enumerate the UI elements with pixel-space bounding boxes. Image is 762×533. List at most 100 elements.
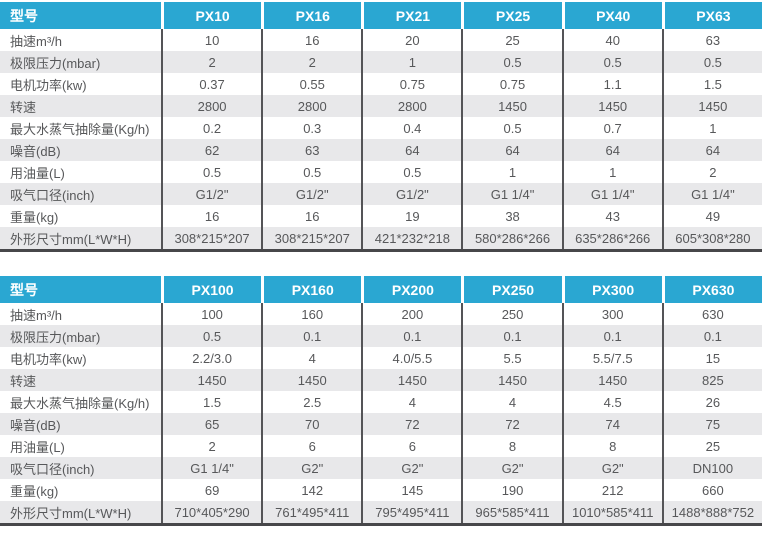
spec-table-large-models: 型号 PX100 PX160 PX200 PX250 PX300 PX630 抽速m³/h 1… — [0, 276, 762, 526]
spec-value-cell: 1488*888*752 — [661, 501, 762, 523]
spec-value-cell: 4 — [361, 391, 461, 413]
spec-row: 重量(kg) 16 16 19 38 43 49 — [0, 205, 762, 227]
spec-row: 转速 1450 1450 1450 1450 1450 825 — [0, 369, 762, 391]
spec-value-cell: G1/2" — [161, 183, 261, 205]
spec-value-cell: 16 — [261, 205, 361, 227]
spec-row: 电机功率(kw) 0.37 0.55 0.75 0.75 1.1 1.5 — [0, 73, 762, 95]
spec-value-cell: G1 1/4" — [461, 183, 561, 205]
spec-value-cell: 63 — [661, 29, 762, 51]
spec-row: 转速 2800 2800 2800 1450 1450 1450 — [0, 95, 762, 117]
spec-value-cell: 1 — [661, 117, 762, 139]
spec-value-cell: 49 — [661, 205, 762, 227]
spec-row-label: 最大水蒸气抽除量(Kg/h) — [10, 395, 150, 411]
spec-value-cell: 1450 — [661, 95, 762, 117]
spec-row-label: 电机功率(kw) — [10, 77, 87, 93]
spec-value-cell: 4 — [261, 347, 361, 369]
spec-value-cell: 4.0/5.5 — [361, 347, 461, 369]
spec-value-cell: 1 — [561, 161, 662, 183]
spec-row-label: 外形尺寸mm(L*W*H) — [10, 505, 132, 521]
model-header-cell: PX10 — [161, 2, 262, 29]
spec-value-cell: 100 — [161, 303, 261, 325]
spec-value-cell: 421*232*218 — [361, 227, 461, 249]
spec-row: 电机功率(kw) 2.2/3.0 4 4.0/5.5 5.5 5.5/7.5 15 — [0, 347, 762, 369]
spec-value-cell: 212 — [561, 479, 662, 501]
spec-value-cell: 16 — [261, 29, 361, 51]
model-header-cell: PX300 — [561, 276, 662, 303]
spec-value-cell: 70 — [261, 413, 361, 435]
spec-value-cell: 1450 — [561, 369, 662, 391]
spec-value-cell: DN100 — [661, 457, 762, 479]
spec-value-cell: 1450 — [361, 369, 461, 391]
spec-value-cell: 825 — [661, 369, 762, 391]
spec-table-header: 型号 PX10 PX16 PX21 PX25 PX40 PX63 — [0, 2, 762, 29]
spec-value-cell: 74 — [561, 413, 662, 435]
spec-row: 重量(kg) 69 142 145 190 212 660 — [0, 479, 762, 501]
spec-value-cell: 2 — [661, 161, 762, 183]
spec-value-cell: 1.5 — [661, 73, 762, 95]
spec-row: 外形尺寸mm(L*W*H) 308*215*207 308*215*207 421*2… — [0, 227, 762, 249]
spec-row-label: 转速 — [10, 373, 37, 389]
spec-value-cell: 25 — [461, 29, 561, 51]
spec-value-cell: 2800 — [161, 95, 261, 117]
spec-value-cell: 16 — [161, 205, 261, 227]
spec-value-cell: 26 — [661, 391, 762, 413]
spec-value-cell: 795*495*411 — [361, 501, 461, 523]
spec-value-cell: 8 — [561, 435, 662, 457]
spec-row-label: 抽速m³/h — [10, 33, 63, 49]
spec-row: 抽速m³/h 100 160 200 250 300 630 — [0, 303, 762, 325]
spec-value-cell: G1 1/4" — [161, 457, 261, 479]
spec-row-label: 噪音(dB) — [10, 417, 61, 433]
spec-row-label: 外形尺寸mm(L*W*H) — [10, 231, 132, 247]
model-header-cell: PX21 — [361, 2, 462, 29]
spec-row-label: 转速 — [10, 99, 37, 115]
spec-row-label: 最大水蒸气抽除量(Kg/h) — [10, 121, 150, 137]
spec-value-cell: G2" — [261, 457, 361, 479]
spec-value-cell: 19 — [361, 205, 461, 227]
spec-value-cell: 308*215*207 — [161, 227, 261, 249]
spec-value-cell: 660 — [661, 479, 762, 501]
spec-value-cell: 0.5 — [261, 161, 361, 183]
spec-value-cell: 72 — [361, 413, 461, 435]
spec-value-cell: 8 — [461, 435, 561, 457]
spec-value-cell: 965*585*411 — [461, 501, 561, 523]
spec-row: 用油量(L) 0.5 0.5 0.5 1 1 2 — [0, 161, 762, 183]
spec-value-cell: 1450 — [161, 369, 261, 391]
spec-value-cell: G2" — [561, 457, 662, 479]
spec-value-cell: 0.55 — [261, 73, 361, 95]
spec-value-cell: 145 — [361, 479, 461, 501]
spec-value-cell: 69 — [161, 479, 261, 501]
spec-row-label: 极限压力(mbar) — [10, 55, 101, 71]
spec-row-label: 用油量(L) — [10, 165, 65, 181]
spec-table-small-models: 型号 PX10 PX16 PX21 PX25 PX40 PX63 抽速m³/h 10 16 20 2… — [0, 2, 762, 252]
spec-value-cell: 2.2/3.0 — [161, 347, 261, 369]
model-header-cell: PX63 — [661, 2, 762, 29]
spec-table-body: 抽速m³/h 10 16 20 25 40 63 极限压力(mbar) 2 2 1 0.5 0.5 0.5… — [0, 29, 762, 249]
spec-value-cell: 1450 — [561, 95, 662, 117]
spec-value-cell: 20 — [361, 29, 461, 51]
spec-row-label: 重量(kg) — [10, 483, 59, 499]
spec-value-cell: 0.7 — [561, 117, 662, 139]
spec-value-cell: 190 — [461, 479, 561, 501]
spec-value-cell: 0.1 — [661, 325, 762, 347]
spec-row: 外形尺寸mm(L*W*H) 710*405*290 761*495*411 795*4… — [0, 501, 762, 523]
spec-value-cell: 0.4 — [361, 117, 461, 139]
spec-row: 吸气口径(inch) G1/2" G1/2" G1/2" G1 1/4" G1 1/4" G… — [0, 183, 762, 205]
spec-value-cell: 0.37 — [161, 73, 261, 95]
spec-value-cell: 1450 — [261, 369, 361, 391]
spec-value-cell: G2" — [361, 457, 461, 479]
spec-value-cell: G1 1/4" — [561, 183, 662, 205]
spec-value-cell: 1 — [361, 51, 461, 73]
model-header-row: 型号 PX10 PX16 PX21 PX25 PX40 PX63 — [0, 2, 762, 29]
spec-row: 用油量(L) 2 6 6 8 8 25 — [0, 435, 762, 457]
spec-value-cell: 300 — [561, 303, 662, 325]
model-header-cell: PX40 — [561, 2, 662, 29]
spec-row: 噪音(dB) 65 70 72 72 74 75 — [0, 413, 762, 435]
spec-value-cell: 0.1 — [361, 325, 461, 347]
model-header-cell: PX160 — [261, 276, 362, 303]
spec-row-label: 重量(kg) — [10, 209, 59, 225]
spec-value-cell: 1.5 — [161, 391, 261, 413]
spec-value-cell: 0.2 — [161, 117, 261, 139]
spec-value-cell: 6 — [261, 435, 361, 457]
spec-row: 极限压力(mbar) 0.5 0.1 0.1 0.1 0.1 0.1 — [0, 325, 762, 347]
spec-value-cell: 0.5 — [161, 325, 261, 347]
